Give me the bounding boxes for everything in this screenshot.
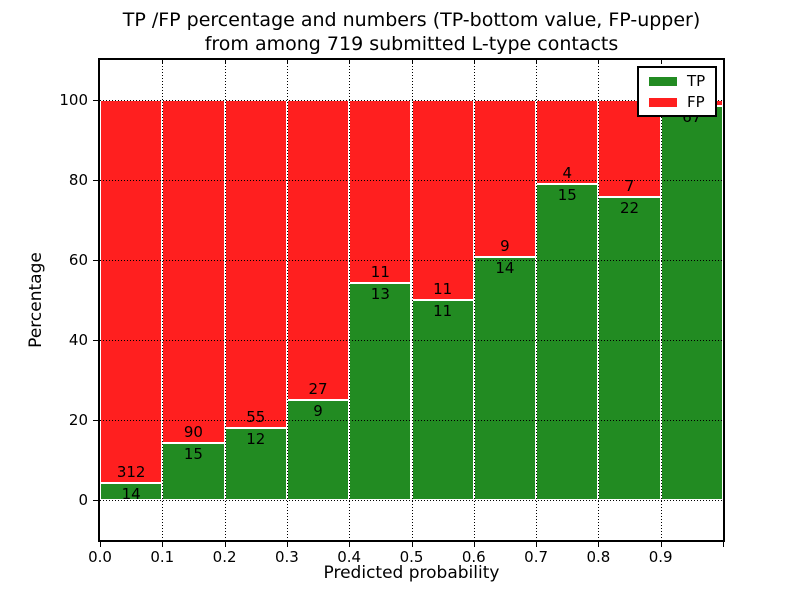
x-axis-tick-top	[162, 60, 164, 64]
fp-count-label: 11	[370, 263, 390, 282]
x-tick-label: 0.1	[150, 548, 175, 566]
bar-tp-segment	[349, 283, 412, 500]
x-tick-label: 0.4	[337, 548, 362, 566]
y-tick-label: 80	[68, 171, 88, 189]
x-axis-tick	[162, 542, 164, 547]
plot-area: 31214901555122791113111191441572267	[98, 58, 725, 542]
tp-count-label: 14	[495, 258, 515, 277]
tp-count-label: 15	[183, 444, 203, 463]
y-tick-label: 60	[68, 251, 88, 269]
bar-fp-segment	[411, 100, 474, 300]
fp-count-label: 9	[500, 236, 510, 255]
x-axis-tick-top	[224, 60, 226, 64]
y-axis-tick	[93, 260, 98, 261]
y-tick-label: 100	[59, 91, 88, 109]
v-gridline	[349, 60, 351, 540]
x-axis-tick	[660, 542, 662, 547]
tp-count-label: 13	[370, 285, 390, 304]
x-axis-tick	[473, 542, 475, 547]
legend-swatch-fp-icon	[649, 97, 677, 107]
v-gridline	[598, 60, 600, 540]
v-gridline	[224, 60, 226, 540]
bar-fp-segment	[100, 100, 163, 483]
legend-item-fp: FP	[649, 94, 705, 110]
fp-count-label: 55	[246, 408, 266, 427]
fp-count-label: 312	[116, 462, 146, 481]
x-tick-label: 0.7	[524, 548, 549, 566]
legend-swatch-tp-icon	[649, 76, 677, 86]
x-tick-label: 0.5	[399, 548, 424, 566]
fp-count-label: 11	[433, 280, 453, 298]
bar-tp-segment	[100, 482, 163, 500]
x-axis-tick-top	[411, 60, 413, 64]
v-gridline	[411, 60, 413, 540]
fp-count-label: 7	[624, 176, 635, 195]
y-axis-tick	[93, 180, 98, 181]
y-tick-label: 40	[68, 331, 88, 349]
x-tick-label: 0.3	[274, 548, 299, 566]
bar-tp-segment	[162, 442, 225, 500]
x-axis-tick	[224, 542, 226, 547]
bar-fp-segment	[349, 100, 412, 284]
x-axis-tick-top	[598, 60, 600, 64]
x-tick-label: 0.9	[648, 548, 673, 566]
y-tick-label: 0	[78, 491, 88, 509]
bar-tp-segment	[286, 400, 350, 500]
x-axis-tick	[723, 542, 724, 547]
bar-fp-segment	[286, 100, 350, 400]
chart-title: TP /FP percentage and numbers (TP-bottom…	[98, 8, 725, 56]
x-axis-tick	[100, 542, 101, 547]
x-tick-label: 0.6	[461, 548, 486, 566]
x-axis-tick-top	[286, 60, 288, 64]
x-tick-label: 0.2	[212, 548, 237, 566]
x-tick-label: 0.8	[586, 548, 611, 566]
bar-tp-segment	[660, 105, 723, 500]
x-axis-tick-top	[660, 60, 662, 64]
v-gridline	[286, 60, 288, 540]
tp-count-label: 9	[313, 402, 323, 420]
v-gridline	[162, 60, 164, 540]
x-axis-tick	[411, 542, 413, 547]
x-tick-label: 0.0	[88, 548, 112, 566]
y-axis-tick	[93, 500, 98, 501]
tp-count-label: 12	[246, 430, 266, 449]
legend: TP FP	[637, 66, 718, 117]
chart-title-line-1: TP /FP percentage and numbers (TP-bottom…	[122, 9, 701, 31]
x-axis-tick	[349, 542, 351, 547]
bar-fp-segment	[224, 100, 287, 429]
x-axis-tick-top	[349, 60, 351, 64]
fp-count-label: 90	[183, 422, 203, 441]
bar-fp-segment	[162, 100, 225, 443]
tp-count-label: 22	[619, 198, 640, 217]
y-axis-tick	[93, 100, 98, 101]
legend-label-tp: TP	[687, 72, 706, 90]
x-axis-tick	[536, 542, 538, 547]
tp-count-label: 11	[433, 302, 453, 320]
v-gridline	[536, 60, 538, 540]
tp-count-label: 15	[557, 186, 577, 205]
y-tick-label: 20	[68, 411, 88, 429]
v-gridline	[473, 60, 475, 540]
y-axis-tick	[93, 420, 98, 421]
legend-label-fp: FP	[687, 93, 705, 111]
x-axis-tick-top	[473, 60, 475, 64]
bar-fp-segment	[473, 100, 537, 257]
chart-title-line-2: from among 719 submitted L-type contacts	[204, 33, 619, 55]
x-axis-tick	[286, 542, 288, 547]
x-axis-tick	[598, 542, 600, 547]
bar-tp-segment	[224, 428, 287, 500]
x-axis-label: Predicted probability	[323, 563, 500, 583]
y-axis-tick	[93, 340, 98, 341]
bar-tp-segment	[411, 300, 474, 500]
legend-item-tp: TP	[649, 73, 705, 89]
fp-count-label: 27	[308, 380, 328, 398]
bar-tp-segment	[473, 256, 537, 500]
fp-count-label: 4	[562, 164, 573, 183]
bar-tp-segment	[598, 196, 661, 500]
tp-count-label: 14	[121, 484, 141, 503]
bar-tp-segment	[536, 184, 599, 500]
x-axis-tick-top	[536, 60, 538, 64]
v-gridline	[660, 60, 662, 540]
